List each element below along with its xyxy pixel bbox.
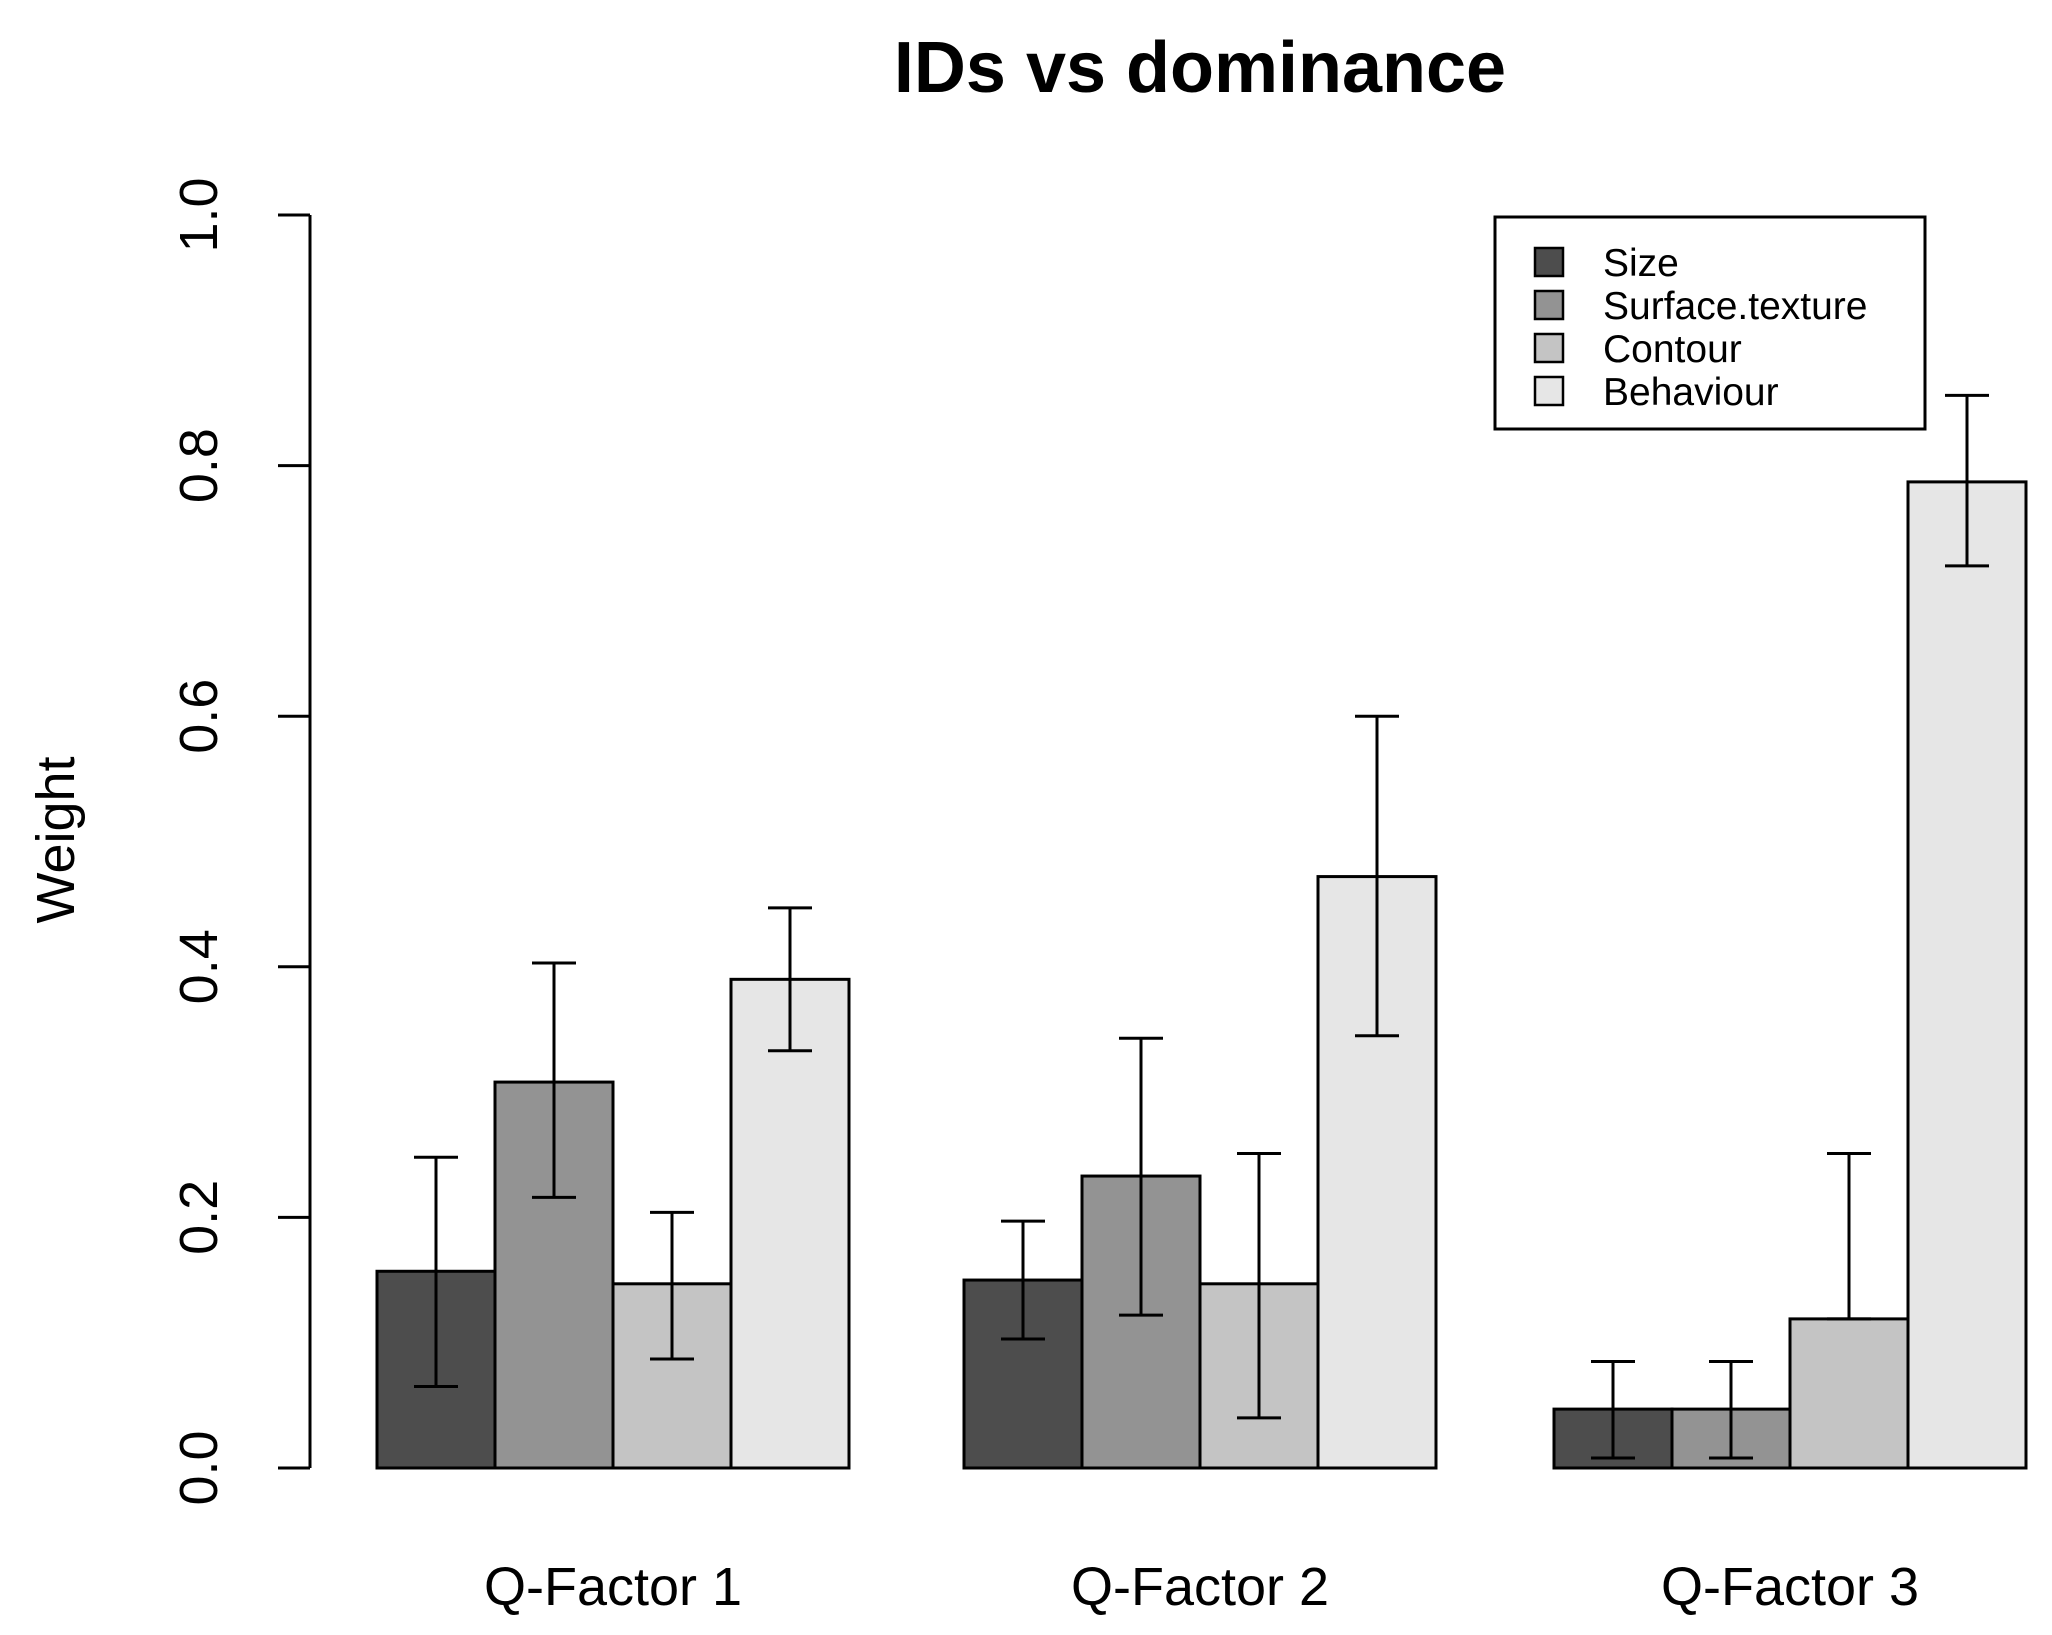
y-tick-label: 0.6	[169, 679, 229, 754]
legend-label: Contour	[1603, 328, 1742, 371]
y-tick-label: 1.0	[169, 177, 229, 252]
x-category-label: Q-Factor 1	[484, 1557, 742, 1617]
y-axis: 0.0 0.2 0.4 0.6 0.8 1.0	[169, 177, 312, 1506]
bar-contour	[1788, 1317, 1910, 1470]
bars	[375, 393, 2028, 1470]
legend-box	[1493, 215, 1927, 431]
y-tick-label: 0.4	[169, 929, 229, 1004]
legend-swatch	[1533, 332, 1565, 364]
x-category-label: Q-Factor 2	[1071, 1557, 1329, 1617]
legend-swatch	[1533, 246, 1565, 278]
bar-behaviour	[729, 977, 851, 1470]
y-axis-title: Weight	[26, 756, 86, 923]
legend-swatch	[1533, 375, 1565, 407]
legend-swatch	[1533, 289, 1565, 321]
x-axis-labels: Q-Factor 1 Q-Factor 2 Q-Factor 3	[484, 1557, 1919, 1617]
y-tick-label: 0.2	[169, 1180, 229, 1255]
y-tick-label: 0.8	[169, 428, 229, 503]
bar-behaviour	[1906, 480, 2028, 1470]
legend-label: Behaviour	[1603, 371, 1779, 414]
x-category-label: Q-Factor 3	[1661, 1557, 1919, 1617]
y-tick-label: 0.0	[169, 1430, 229, 1505]
legend-label: Surface.texture	[1603, 285, 1867, 328]
legend-label: Size	[1603, 242, 1679, 285]
chart-title: IDs vs dominance	[894, 28, 1506, 108]
